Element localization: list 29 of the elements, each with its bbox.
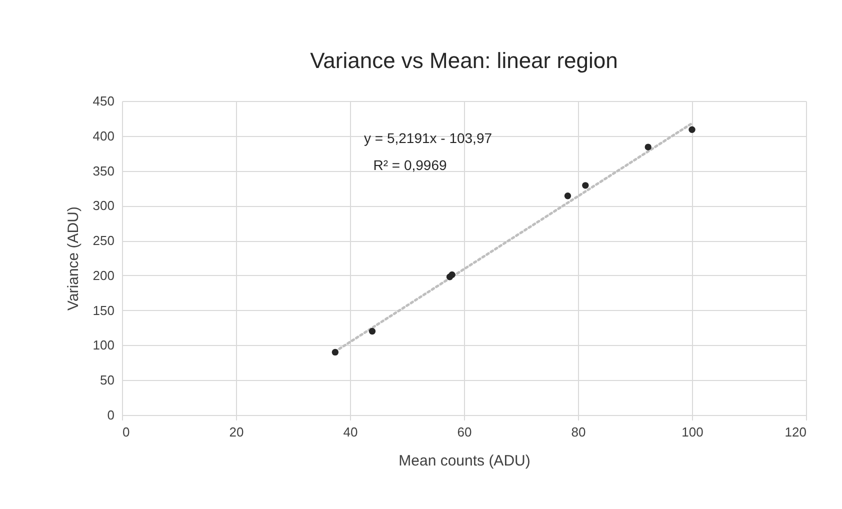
point [644,144,652,150]
annotation: R² = 0,9969 [373,157,447,173]
y-tick-label: 50 [100,372,114,388]
annotation: y = 5,2191x - 103,97 [364,130,492,146]
y-tick-label: 250 [92,233,114,248]
x-tick-label: 0 [122,424,130,440]
point [582,182,589,189]
x-tick-label: 60 [457,424,472,440]
y-tick-label: 450 [92,94,114,108]
y-tick-label: 100 [92,338,114,353]
y-tick-label: 300 [92,198,114,214]
x-tick-label: 100 [682,424,704,440]
y-tick-label: 400 [92,128,114,144]
x-tick-label: 40 [343,424,358,440]
x-axis-title: Mean counts (ADU) [398,452,530,470]
chart-title: Variance vs Mean: linear region [310,48,618,73]
point [564,192,572,200]
y-axis-title: Variance (ADU) [64,206,82,310]
y-tick-label: 150 [92,302,114,318]
y-tick-label: 200 [92,268,114,283]
x-tick-label: 80 [571,424,586,440]
y-tick-label: 0 [107,408,114,422]
point [688,126,696,133]
point [448,271,456,278]
point [368,328,376,335]
point [332,348,339,356]
y-tick-label: 350 [92,163,114,178]
x-tick-label: 20 [229,424,244,440]
x-tick-label: 120 [784,424,806,440]
